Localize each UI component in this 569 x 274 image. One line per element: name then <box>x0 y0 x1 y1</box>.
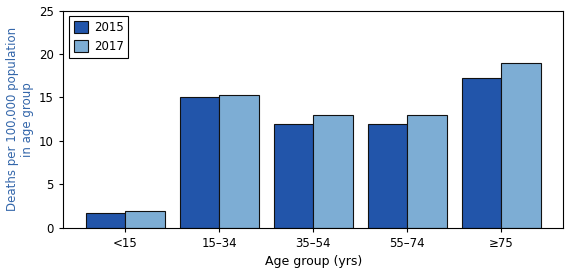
Legend: 2015, 2017: 2015, 2017 <box>69 16 128 58</box>
Bar <box>501 63 541 228</box>
Bar <box>313 115 353 228</box>
Bar <box>274 124 313 228</box>
Bar <box>461 78 501 228</box>
Bar <box>125 211 164 228</box>
Bar <box>180 98 219 228</box>
Bar <box>86 213 125 228</box>
Y-axis label: Deaths per 100,000 population
in age group: Deaths per 100,000 population in age gro… <box>6 27 34 211</box>
X-axis label: Age group (yrs): Age group (yrs) <box>265 255 362 269</box>
Bar <box>407 115 447 228</box>
Bar <box>219 95 259 228</box>
Bar <box>368 124 407 228</box>
